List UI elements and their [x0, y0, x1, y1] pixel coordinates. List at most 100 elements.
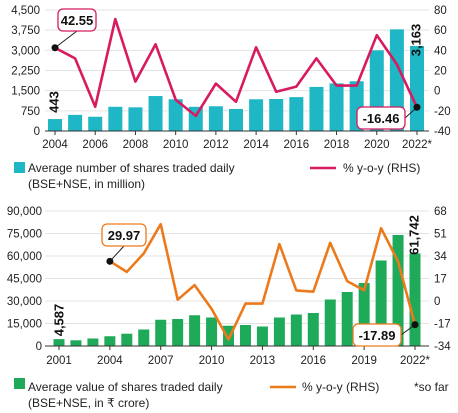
yoy-line-series	[54, 17, 419, 118]
y-left-tick-label: 30,000	[7, 296, 42, 308]
bar	[307, 313, 319, 346]
bar	[70, 340, 82, 346]
y-right-tick-label: 40	[434, 45, 447, 57]
line-endpoint-marker	[51, 44, 59, 52]
bar	[309, 86, 324, 131]
bar-value-label: 3,163	[408, 24, 423, 57]
bar	[269, 99, 284, 131]
callout-box	[352, 323, 402, 347]
bar	[329, 83, 344, 131]
x-tick-label: 2004	[97, 355, 123, 367]
line-value-label: -16.46	[363, 111, 400, 126]
bar	[208, 106, 223, 131]
x-tick-label: 2016	[284, 139, 310, 151]
callout-box	[57, 8, 97, 32]
x-tick-label: 2001	[46, 355, 72, 367]
bar	[206, 317, 218, 346]
bar	[324, 299, 336, 346]
y-right-tick-label: -40	[434, 126, 451, 138]
y-right-tick-label: -34	[434, 341, 451, 353]
y-left-tick-label: 1,500	[11, 86, 40, 98]
bar	[189, 315, 201, 346]
bar	[341, 292, 353, 346]
legend-line-label: % y-o-y (RHS)	[302, 380, 379, 394]
y-left-tick-label: 750	[21, 106, 40, 118]
y-right-tick-label: 17	[434, 274, 447, 286]
y-right-tick-label: -20	[434, 106, 451, 118]
bar-value-label: 443	[46, 91, 61, 113]
y-left-tick-label: 0	[34, 126, 40, 138]
legend-bar-swatch	[14, 378, 25, 389]
x-tick-label: 2014	[243, 139, 269, 151]
bar	[48, 119, 62, 131]
y-right-tick-label: -17	[434, 319, 451, 331]
yoy-line-series	[109, 222, 417, 341]
x-tick-label: 2008	[123, 139, 149, 151]
bar	[392, 235, 404, 346]
y-right-tick-label: 0	[434, 296, 440, 308]
y-left-tick-label: 75,000	[7, 229, 42, 241]
y-left-tick-label: 0	[36, 341, 42, 353]
bar	[88, 116, 103, 131]
x-tick-label: 2013	[250, 355, 276, 367]
y-left-tick-label: 3,750	[11, 25, 40, 37]
y-left-tick-label: 2,250	[11, 66, 40, 78]
bar	[104, 336, 116, 346]
y-left-tick-label: 15,000	[7, 319, 42, 331]
bar-value-label: 61,742	[406, 215, 421, 255]
x-tick-label: 2022*	[400, 355, 431, 367]
bar	[389, 29, 404, 131]
bar	[53, 339, 65, 346]
bar	[256, 326, 268, 346]
x-tick-label: 2006	[82, 139, 108, 151]
bar	[290, 314, 302, 346]
legend-bar-label-unit: (BSE+NSE, in ₹ crore)	[28, 396, 149, 410]
callout-box	[101, 223, 147, 247]
bar	[409, 253, 421, 346]
legend-bar-label: Average value of shares traded daily	[28, 380, 223, 394]
bar	[138, 329, 150, 346]
bar	[273, 317, 285, 346]
x-tick-label: 2018	[324, 139, 350, 151]
bar	[108, 106, 123, 131]
y-left-tick-label: 90,000	[7, 206, 42, 218]
y-left-tick-label: 60,000	[7, 251, 42, 263]
line-endpoint-marker	[413, 103, 421, 111]
y-right-tick-label: 20	[434, 66, 447, 78]
bar	[358, 283, 370, 346]
y-right-tick-label: 68	[434, 206, 447, 218]
legend-line-label: % y-o-y (RHS)	[343, 161, 420, 175]
x-tick-label: 2010	[199, 355, 225, 367]
bar	[249, 99, 264, 131]
y-right-tick-label: 34	[434, 251, 447, 263]
x-tick-label: 2019	[351, 355, 377, 367]
x-tick-label: 2016	[300, 355, 326, 367]
legend-bar-label-unit: (BSE+NSE, in million)	[28, 177, 145, 191]
x-tick-label: 2007	[148, 355, 174, 367]
line-value-label: 29.97	[108, 228, 141, 243]
y-right-tick-label: 60	[434, 25, 447, 37]
bar	[87, 338, 99, 346]
bar	[68, 114, 83, 131]
x-tick-label: 2020	[364, 139, 390, 151]
bar	[223, 325, 235, 346]
bar	[229, 108, 243, 131]
footnote-so-far: *so far	[414, 380, 449, 394]
x-tick-label: 2004	[42, 139, 68, 151]
line-value-label: -17.89	[359, 328, 396, 343]
bar	[410, 45, 424, 132]
y-left-tick-label: 3,000	[11, 45, 40, 57]
line-value-label: 42.55	[61, 13, 94, 28]
y-right-tick-label: 51	[434, 229, 447, 241]
bar	[172, 319, 184, 346]
bar	[155, 319, 167, 346]
bar	[168, 99, 183, 131]
bar	[148, 96, 163, 131]
y-left-tick-label: 4,500	[11, 5, 40, 17]
bar	[289, 97, 304, 131]
legend-bar-swatch	[14, 162, 25, 173]
x-tick-label: 2010	[163, 139, 189, 151]
y-left-tick-label: 45,000	[7, 274, 42, 286]
legend-bar-label: Average number of shares traded daily	[28, 161, 235, 175]
